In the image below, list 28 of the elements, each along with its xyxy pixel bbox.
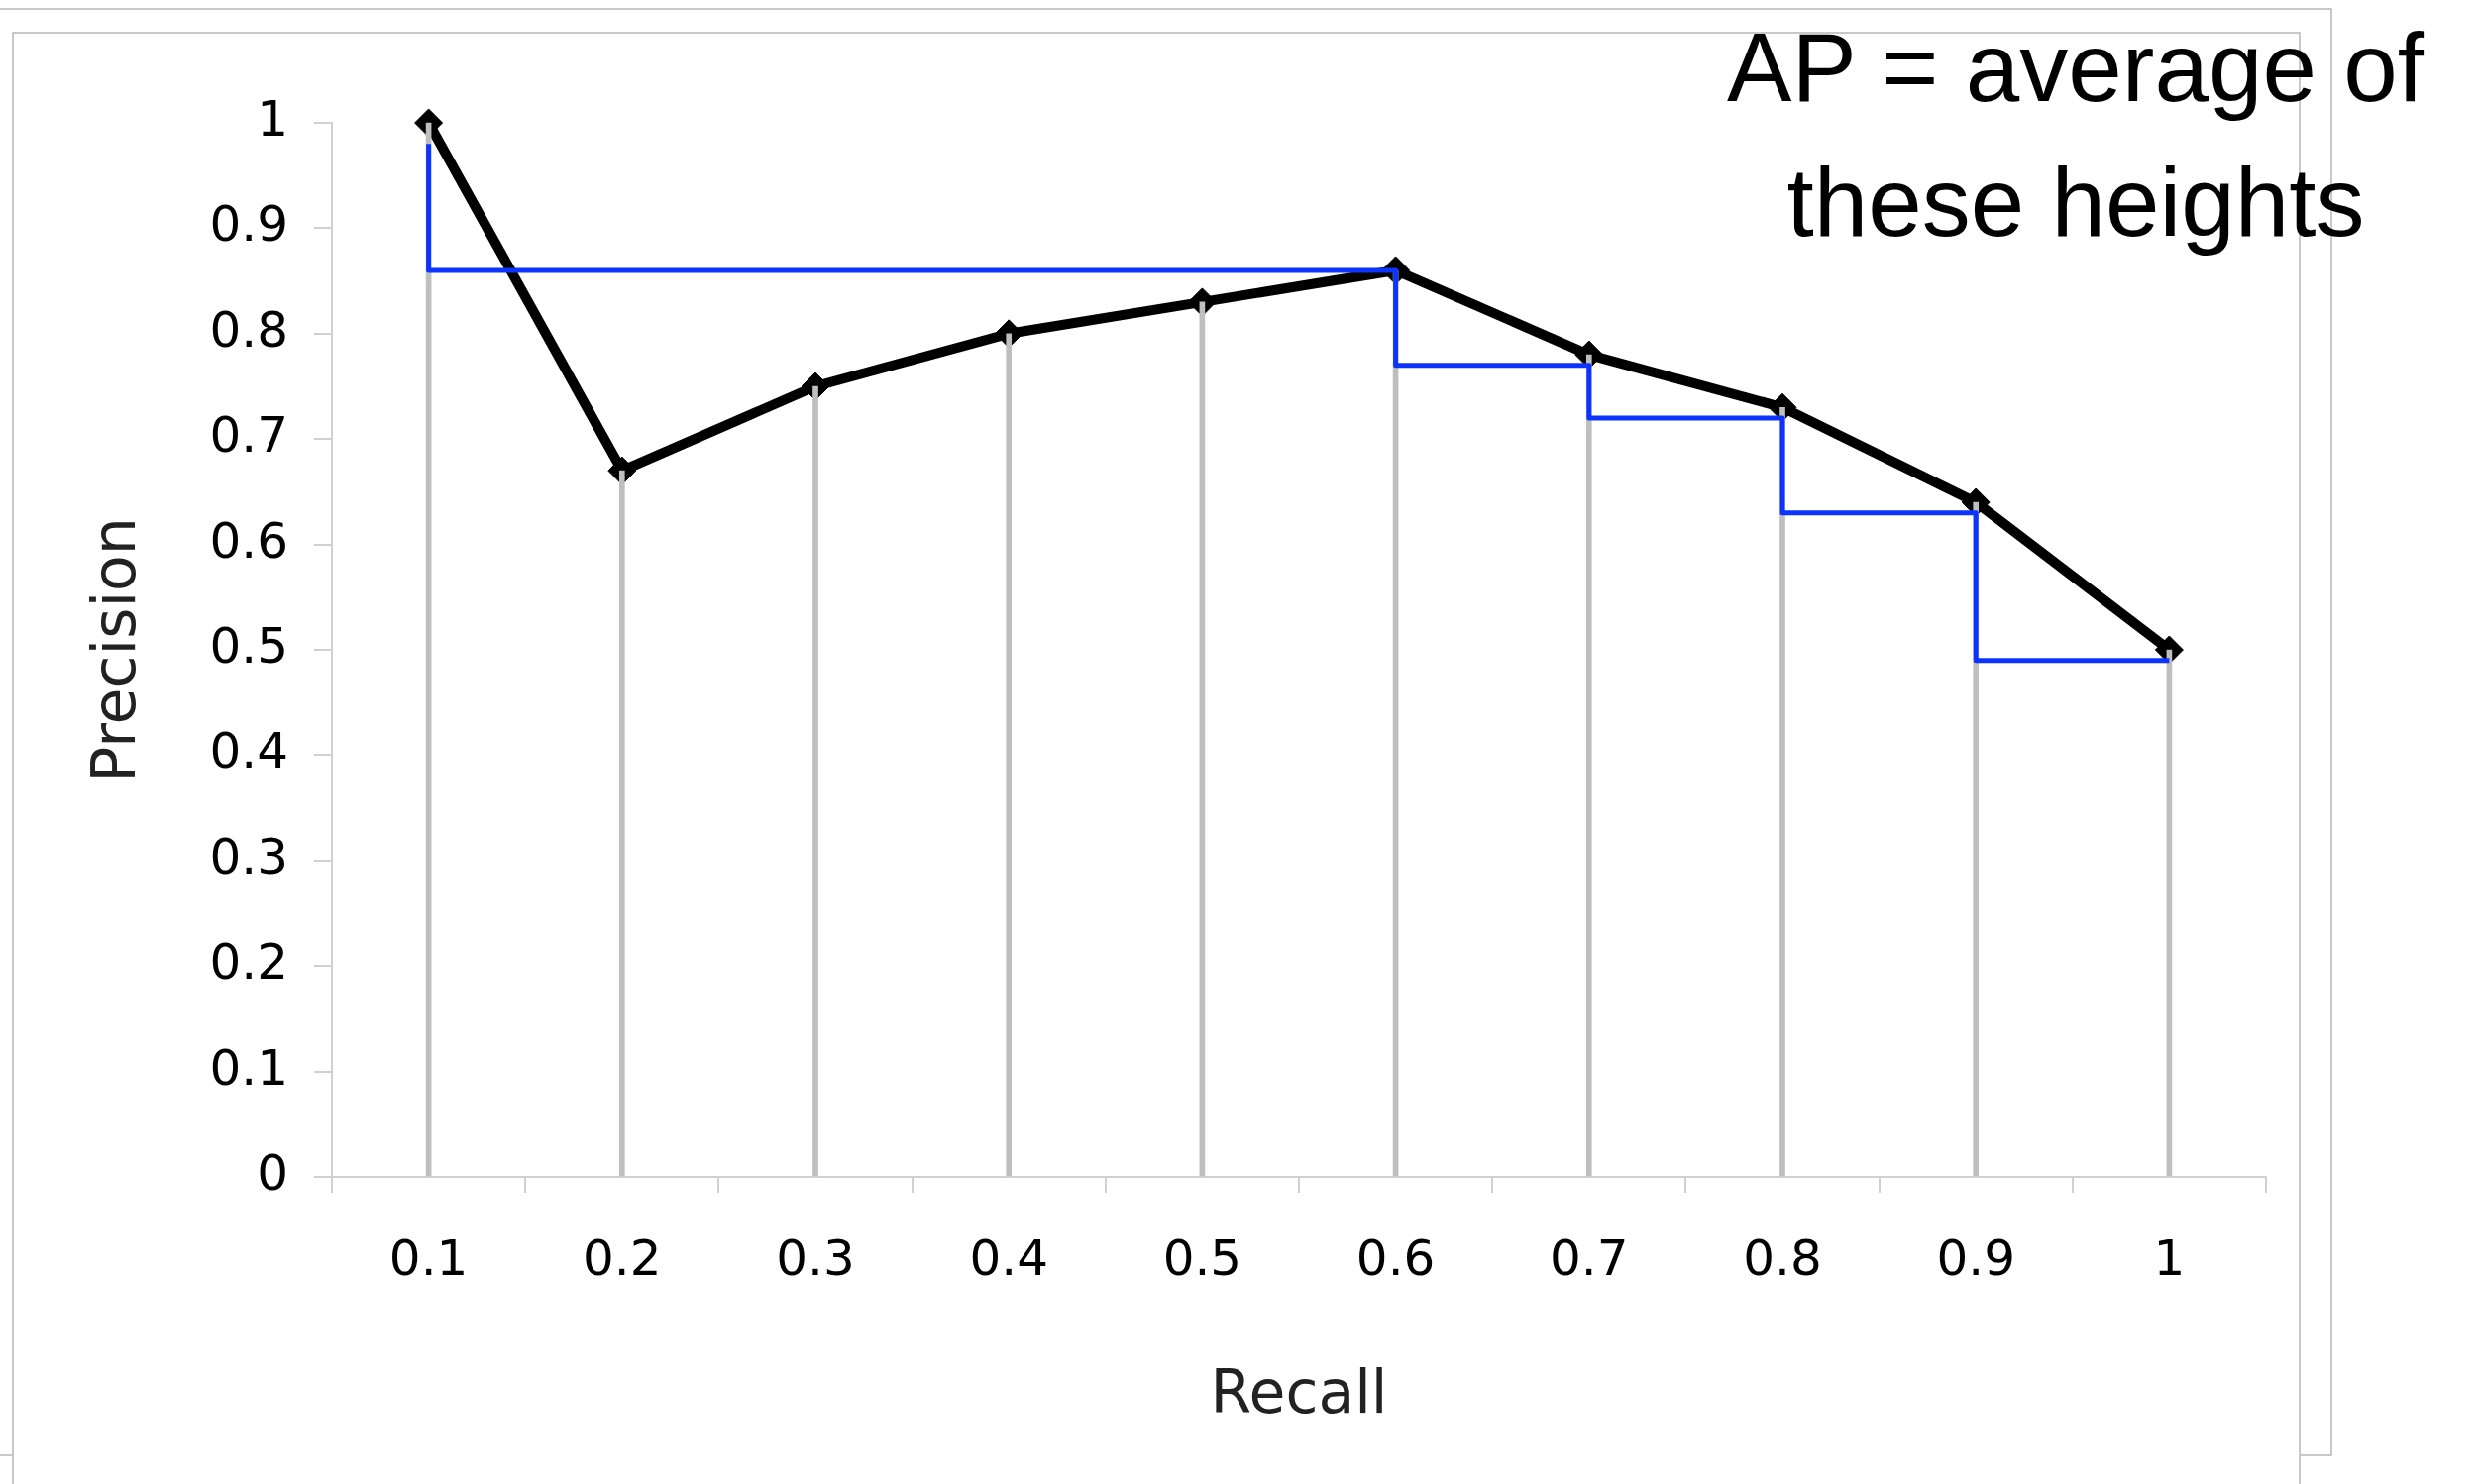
- x-tick-label: 0.9: [1936, 1228, 2015, 1287]
- x-tick-label: 1: [2153, 1228, 2186, 1287]
- y-tick-label: 0.1: [209, 1038, 288, 1097]
- y-tick-label: 0.2: [209, 933, 288, 992]
- x-axis-title: Recall: [1210, 1356, 1388, 1427]
- y-tick-label: 1: [257, 89, 288, 148]
- bar: [1585, 354, 1592, 1177]
- x-tick-label: 0.4: [969, 1228, 1048, 1287]
- y-tick-label: 0.4: [209, 722, 288, 781]
- x-tick-label: 0.7: [1550, 1228, 1629, 1287]
- x-tick-label: 0.8: [1743, 1228, 1822, 1287]
- y-tick-label: 0.9: [209, 195, 288, 254]
- y-tick-label: 0.8: [209, 300, 288, 359]
- bar: [1006, 333, 1013, 1177]
- y-tick-label: 0.6: [209, 511, 288, 570]
- y-tick-label: 0.3: [209, 827, 288, 886]
- y-tick-label: 0.5: [209, 616, 288, 675]
- y-tick-label: 0: [257, 1143, 288, 1202]
- x-tick-label: 0.5: [1162, 1228, 1242, 1287]
- y-axis-title: Precision: [78, 517, 149, 783]
- x-tick-label: 0.6: [1355, 1228, 1436, 1287]
- bar: [618, 470, 625, 1177]
- bar: [812, 385, 818, 1177]
- x-tick-label: 0.3: [776, 1228, 855, 1287]
- annotation: AP = average of these heights: [1726, 12, 2425, 259]
- x-tick-label: 0.2: [583, 1228, 662, 1287]
- y-tick-label: 0.7: [209, 406, 288, 465]
- x-tick-label: 0.1: [388, 1228, 469, 1287]
